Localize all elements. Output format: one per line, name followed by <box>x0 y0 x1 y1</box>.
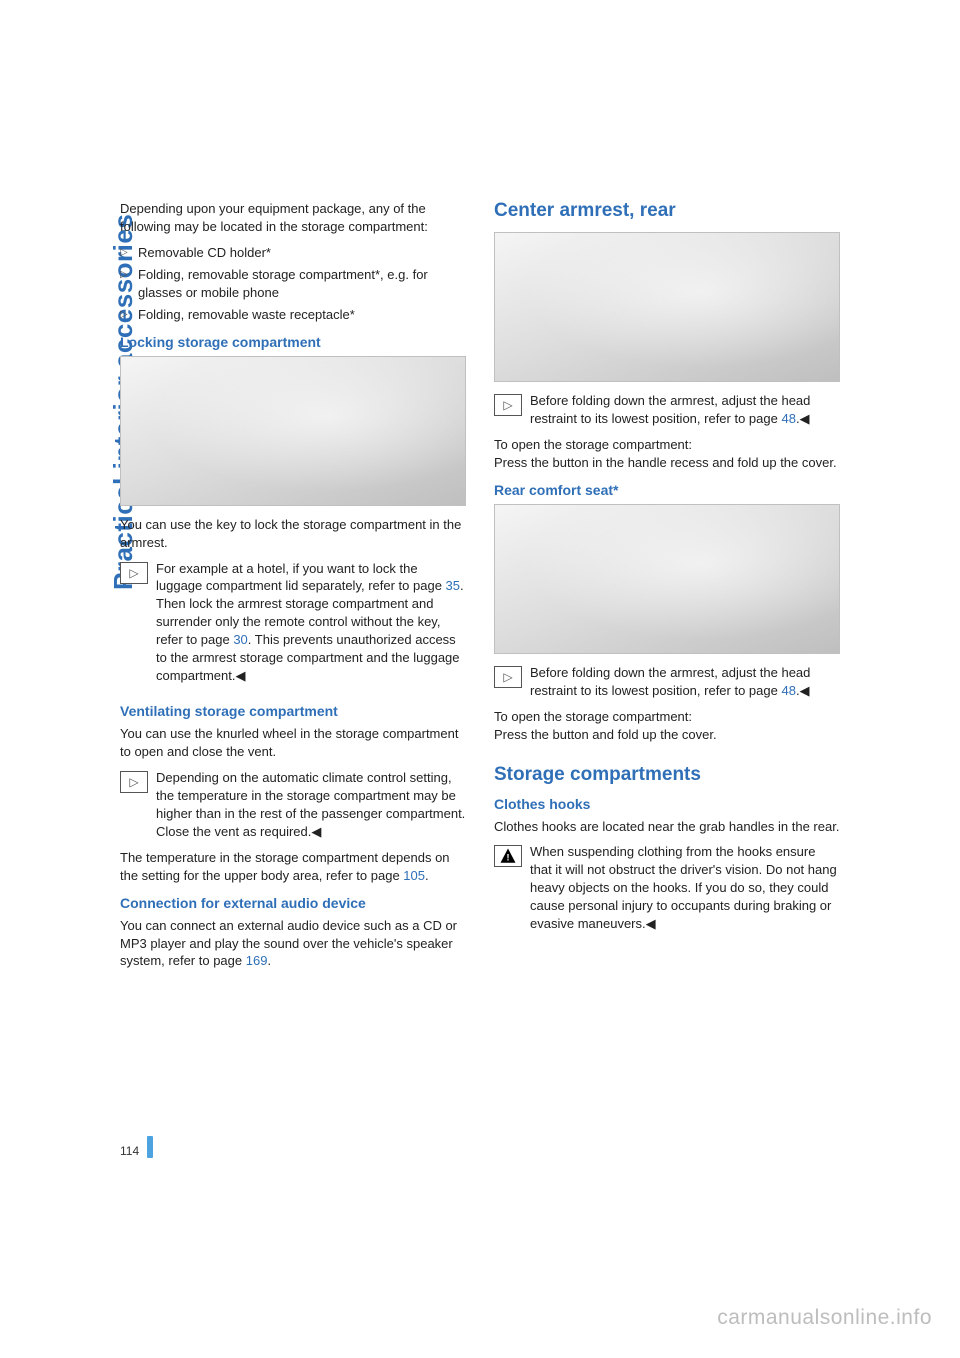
warning-note: ! When suspending clothing from the hook… <box>494 843 840 941</box>
figure-rear-comfort-seat <box>494 504 840 654</box>
heading-clothes-hooks: Clothes hooks <box>494 796 840 812</box>
list-item-text: Removable CD holder* <box>138 244 466 262</box>
body-text: You can connect an external audio device… <box>120 917 466 971</box>
body-text: You can use the key to lock the storage … <box>120 516 466 552</box>
list-item-text: Folding, removable storage compartment*,… <box>138 266 466 302</box>
right-column: Center armrest, rear ▷ Before folding do… <box>494 200 840 978</box>
note-triangle-icon: ▷ <box>120 562 148 584</box>
note-body: For example at a hotel, if you want to l… <box>156 560 466 686</box>
page-reference[interactable]: 30 <box>233 632 247 647</box>
info-note: ▷ Depending on the automatic climate con… <box>120 769 466 849</box>
list-item: ▷ Folding, removable storage compartment… <box>120 266 466 302</box>
heading-ventilating-storage: Ventilating storage compartment <box>120 703 466 719</box>
page-reference[interactable]: 48 <box>781 683 795 698</box>
page-reference[interactable]: 169 <box>246 953 268 968</box>
note-body: Depending on the automatic climate contr… <box>156 769 466 841</box>
heading-rear-comfort-seat: Rear comfort seat* <box>494 482 840 498</box>
watermark: carmanualsonline.info <box>717 1306 932 1330</box>
body-text: To open the storage compartment: Press t… <box>494 436 840 472</box>
heading-storage-compartments: Storage compartments <box>494 764 840 786</box>
triangle-bullet-icon: ▷ <box>120 266 138 302</box>
page-number: 114 <box>120 1136 153 1158</box>
info-note: ▷ Before folding down the armrest, adjus… <box>494 392 840 436</box>
list-item-text: Folding, removable waste receptacle* <box>138 306 466 324</box>
svg-text:!: ! <box>507 853 510 863</box>
intro-paragraph: Depending upon your equipment package, a… <box>120 200 466 236</box>
page-reference[interactable]: 48 <box>781 411 795 426</box>
body-text: Clothes hooks are located near the grab … <box>494 818 840 836</box>
heading-locking-storage: Locking storage compartment <box>120 334 466 350</box>
note-triangle-icon: ▷ <box>494 666 522 688</box>
note-triangle-icon: ▷ <box>494 394 522 416</box>
left-column: Depending upon your equipment package, a… <box>120 200 466 978</box>
note-body: Before folding down the armrest, adjust … <box>530 392 840 428</box>
figure-center-armrest-rear <box>494 232 840 382</box>
note-triangle-icon: ▷ <box>120 771 148 793</box>
body-text: The temperature in the storage compartme… <box>120 849 466 885</box>
info-note: ▷ For example at a hotel, if you want to… <box>120 560 466 694</box>
triangle-bullet-icon: ▷ <box>120 306 138 324</box>
note-body: Before folding down the armrest, adjust … <box>530 664 840 700</box>
info-note: ▷ Before folding down the armrest, adjus… <box>494 664 840 708</box>
list-item: ▷ Removable CD holder* <box>120 244 466 262</box>
list-item: ▷ Folding, removable waste receptacle* <box>120 306 466 324</box>
page-content: Depending upon your equipment package, a… <box>120 200 840 978</box>
figure-locking-storage <box>120 356 466 506</box>
triangle-bullet-icon: ▷ <box>120 244 138 262</box>
warning-body: When suspending clothing from the hooks … <box>530 843 840 933</box>
body-text: To open the storage compartment: Press t… <box>494 708 840 744</box>
page-reference[interactable]: 35 <box>446 578 460 593</box>
page-number-value: 114 <box>120 1144 139 1158</box>
equipment-list: ▷ Removable CD holder* ▷ Folding, remova… <box>120 244 466 324</box>
page-number-bar <box>147 1136 153 1158</box>
body-text: You can use the knurled wheel in the sto… <box>120 725 466 761</box>
page-reference[interactable]: 105 <box>403 868 425 883</box>
heading-external-audio: Connection for external audio device <box>120 895 466 911</box>
heading-center-armrest-rear: Center armrest, rear <box>494 200 840 222</box>
warning-triangle-icon: ! <box>494 845 522 867</box>
